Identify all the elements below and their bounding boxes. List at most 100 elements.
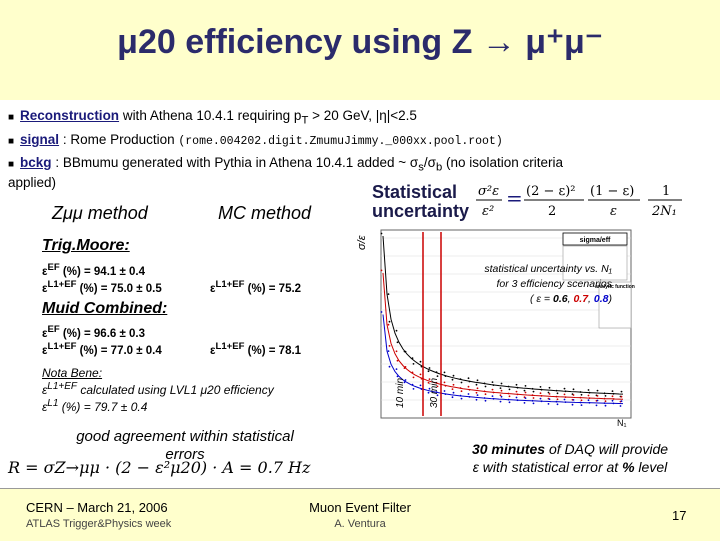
data-point [619,405,622,407]
data-point [467,377,470,380]
data-point [587,399,590,402]
data-point [460,397,463,400]
data-point [548,398,551,400]
data-point [580,404,583,406]
svg-text:2: 2 [548,204,556,219]
caption-eps-08: 0.8 [593,293,609,305]
data-point [395,329,398,332]
svg-text:2N₁: 2N₁ [651,204,677,219]
bullet-sub: b [435,161,443,174]
data-point [515,383,518,386]
data-point [611,390,614,392]
muid-eps-l1ef: εL1+EF (%) = 77.0 ± 0.4 [42,341,162,357]
footer-talk-title: Muon Event Filter [309,500,411,515]
data-point [475,398,478,401]
stat-uncertainty-label: Statistical uncertainty [372,183,469,221]
x-axis-label: N₁ [617,418,627,428]
svg-text:(2 − ε)²: (2 − ε)² [526,184,576,199]
data-point [395,350,398,353]
legend-box-title-frame [562,232,628,246]
data-point [587,389,590,391]
bullet-sub: T [301,114,309,127]
data-point [428,367,431,369]
bullet-sub: s [418,161,424,174]
data-point [460,381,463,384]
data-point [436,385,439,388]
eps-symbol: ε [42,282,48,295]
reconstruction-link[interactable]: Reconstruction [20,108,120,123]
ten-minute-label: 10 min [395,378,406,408]
analytic-title: analytic function [595,284,635,290]
data-point [587,394,590,397]
daq-note-line-2: ε with statistical error at % level [425,458,715,476]
data-point [611,399,614,402]
svg-text:ε²: ε² [482,204,494,219]
bckg-link[interactable]: bckg [20,155,52,170]
data-point [595,404,598,407]
stat-uncertainty-plot: sigma/eff analytic function 10 min 30 mi… [355,228,635,428]
agreement-line-1: good agreement within statistical [76,428,294,445]
data-point [572,394,575,396]
data-point [539,397,542,400]
data-point [451,388,454,390]
data-point [388,365,391,368]
thirty-minute-label: 30 min [429,378,440,408]
data-point [580,393,583,396]
daq-note-line-1: 30 minutes of DAQ will provide [425,440,715,458]
data-point [532,402,535,405]
rate-formula: R = σZ→μμ · (2 − ε²μ20) · A = 0.7 Hz [8,458,310,477]
data-point [387,323,390,326]
title-band [0,0,720,100]
data-point [500,389,503,392]
data-point [419,384,422,387]
data-point [396,359,399,362]
data-point [596,389,599,392]
data-point [380,311,383,313]
data-point [532,390,535,393]
caption-eps-06: 0.6 [552,293,568,305]
svg-text:σ²ε: σ²ε [478,184,499,199]
data-point [443,381,446,384]
daq-duration: 30 minutes [471,441,546,457]
daq-text: ε with statistical error at [472,459,623,475]
nota-bene-line-2: εL1 (%) = 79.7 ± 0.4 [42,398,147,414]
caption-sep: , [567,293,574,305]
muid-mc-eps: εL1+EF (%) = 78.1 [210,341,301,357]
data-point [499,400,502,403]
eps-value: (%) = 75.0 ± 0.5 [76,282,162,295]
data-point [388,320,391,323]
nota-bene-title: Nota Bene: [42,366,103,380]
data-point [572,388,575,391]
data-point [436,394,439,397]
svg-text:(1 − ε): (1 − ε) [590,184,634,199]
data-point [604,395,607,397]
nota-text: (%) = 79.7 ± 0.4 [58,400,148,414]
agreement-note: good agreement within statistical errors [40,428,330,464]
data-point [499,387,502,389]
data-point [452,391,455,394]
plot-caption-line-3: ( ε = 0.6, 0.7, 0.8) [424,292,612,307]
footer-bar [0,488,720,541]
data-point [523,389,526,392]
data-point [539,386,542,388]
data-point [515,396,518,399]
daq-percent: % [622,459,635,475]
data-point [380,232,383,235]
bullet-text: : Rome Production [59,132,179,147]
plot-caption: statistical uncertainty vs. N₁ for 3 eff… [424,262,612,307]
signal-link[interactable]: signal [20,132,60,147]
nota-text: calculated using LVL1 μ20 efficiency [77,383,274,397]
data-point [508,395,511,398]
legend-box-title: sigma/eff [580,237,611,244]
data-point [427,370,430,373]
data-point [443,371,446,374]
caption-sep: , [588,293,594,305]
eps-value: (%) = 96.6 ± 0.3 [59,327,145,340]
footer-date: CERN – March 21, 2006 [26,500,168,515]
data-point [396,375,399,378]
bullet-text: with Athena 10.4.1 requiring p [119,108,302,123]
data-point [556,392,559,395]
eps-symbol: ε [210,282,216,295]
data-point [475,383,478,386]
data-point [524,385,527,387]
